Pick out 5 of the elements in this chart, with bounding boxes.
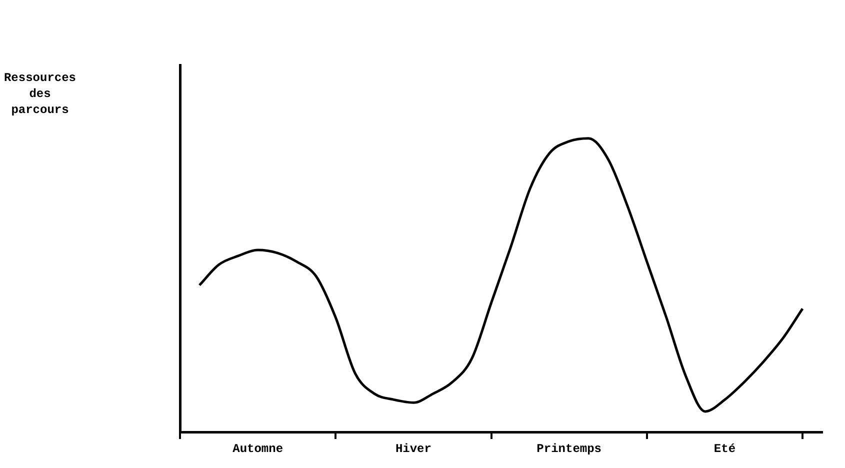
x-tick-label: Printemps [536, 442, 602, 456]
x-tick-label: Automne [232, 442, 284, 456]
x-tick-label: Hiver [395, 442, 432, 456]
x-tick-label: Eté [714, 442, 736, 456]
text: Ressources des parcours [2, 70, 77, 118]
